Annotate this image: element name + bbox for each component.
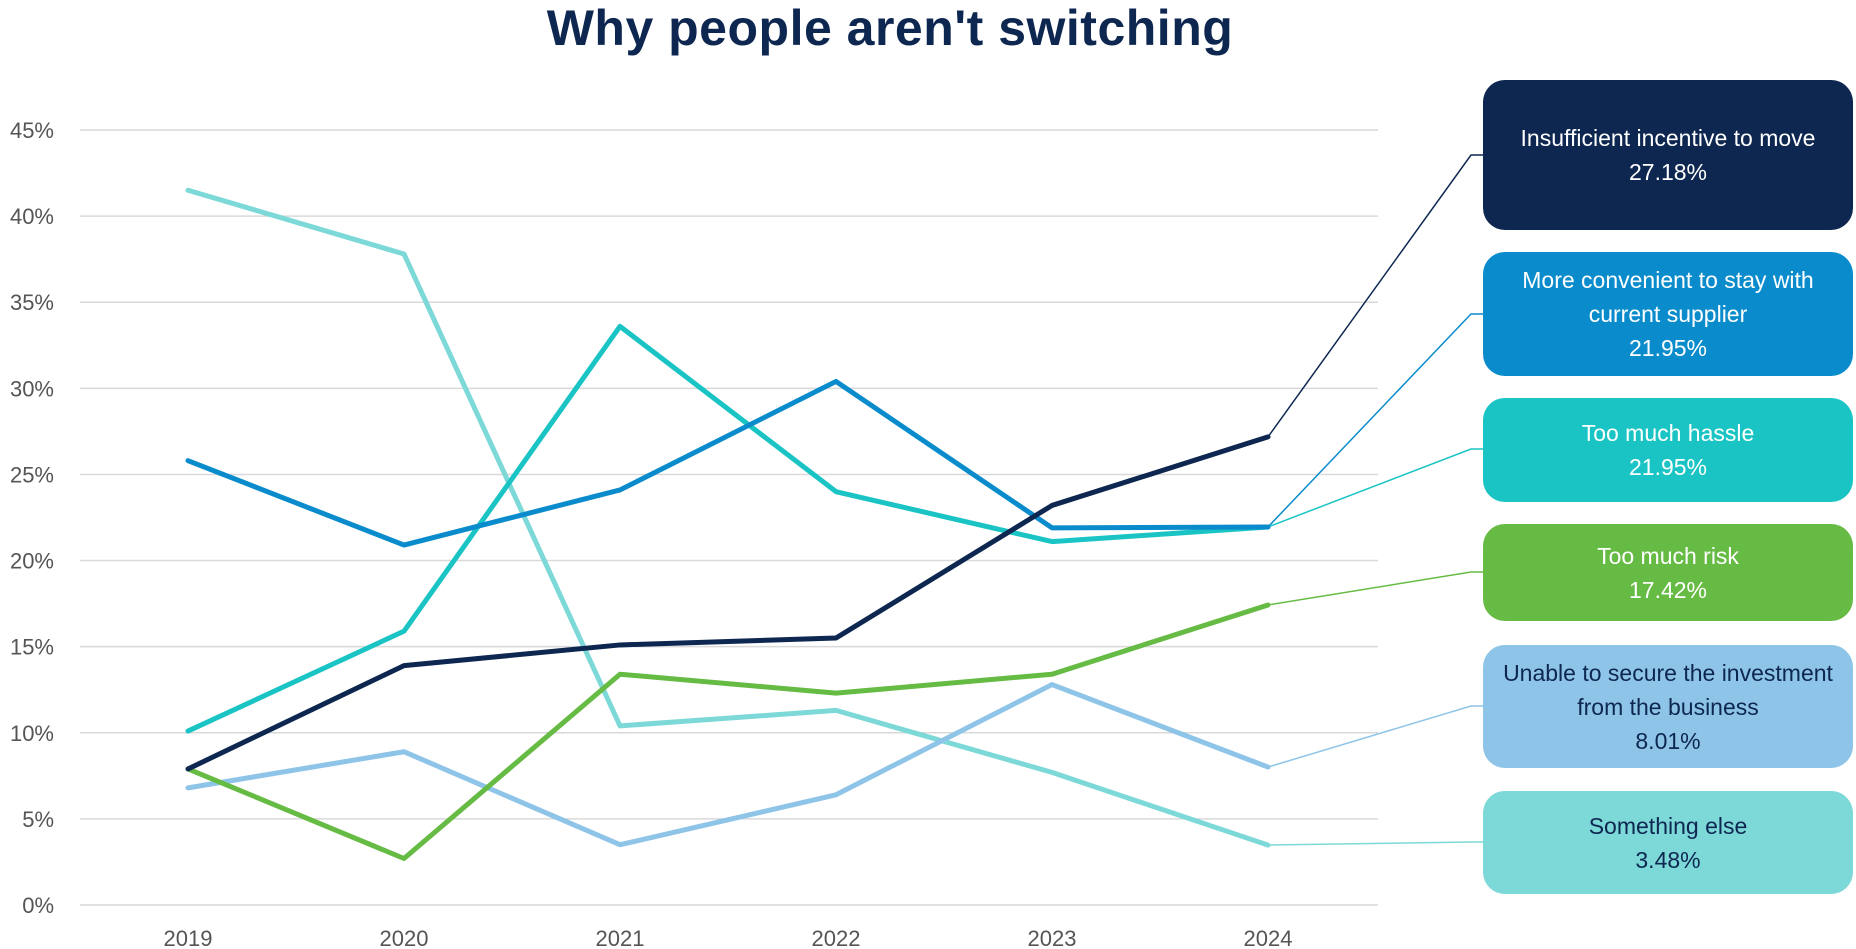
x-tick-label: 2019 [164, 926, 213, 949]
callout-more-convenient: More convenient to stay with current sup… [1483, 252, 1853, 376]
callout-value: 27.18% [1628, 159, 1707, 185]
leader-line [1267, 448, 1483, 528]
y-tick-label: 45% [10, 118, 54, 143]
x-axis-ticks: 2019 2020 2021 2022 2023 2024 [164, 926, 1293, 949]
y-tick-label: 15% [10, 635, 54, 660]
callout-value: 21.95% [1628, 454, 1707, 480]
leader-line [1267, 154, 1483, 438]
callout-label: More convenient to stay with current sup… [1522, 267, 1814, 327]
grid-lines [80, 129, 1378, 906]
callout-label: Unable to secure the investment from the… [1503, 659, 1833, 720]
y-tick-label: 0% [22, 893, 54, 918]
y-tick-label: 30% [10, 376, 54, 401]
x-tick-label: 2021 [596, 926, 645, 949]
callout-too-much-risk: Too much risk 17.42% [1483, 524, 1853, 621]
x-tick-label: 2024 [1244, 926, 1293, 949]
y-tick-label: 20% [10, 549, 54, 574]
callout-label: Too much hassle [1581, 420, 1755, 446]
series-line-5 [185, 187, 1271, 848]
x-tick-label: 2020 [380, 926, 429, 949]
leader-line [1267, 571, 1483, 606]
series-line-3 [185, 602, 1271, 861]
callout-too-much-hassle: Too much hassle 21.95% [1483, 398, 1853, 502]
callout-label: Something else [1588, 812, 1748, 839]
series-line-1 [185, 378, 1271, 548]
y-axis-ticks: 0% 5% 10% 15% 20% 25% 30% 35% 40% 45% [10, 118, 54, 918]
chart-title: Why people aren't switching [546, 0, 1234, 56]
callout-insufficient-incentive: Insufficient incentive to move 27.18% [1483, 80, 1853, 230]
y-tick-label: 40% [10, 204, 54, 229]
callout-value: 17.42% [1628, 576, 1707, 603]
y-tick-label: 5% [22, 807, 54, 832]
callout-value: 8.01% [1635, 727, 1701, 754]
callout-label: Insufficient incentive to move [1520, 125, 1816, 151]
leader-line [1267, 705, 1483, 768]
y-tick-label: 25% [10, 462, 54, 487]
callout-value: 3.48% [1635, 846, 1701, 873]
y-tick-label: 10% [10, 721, 54, 746]
callout-value: 21.95% [1628, 335, 1707, 361]
x-tick-label: 2023 [1028, 926, 1077, 949]
leader-line [1267, 313, 1483, 528]
series-line-4 [185, 682, 1271, 848]
y-tick-label: 35% [10, 290, 54, 315]
callout-label: Too much risk [1597, 542, 1739, 569]
series-line-0 [185, 434, 1271, 772]
callout-leader-lines [1267, 154, 1483, 846]
callout-unable-to-secure: Unable to secure the investment from the… [1483, 645, 1853, 768]
x-tick-label: 2022 [812, 926, 861, 949]
series-lines [185, 187, 1271, 861]
series-line-2 [185, 323, 1271, 734]
callout-something-else: Something else 3.48% [1483, 791, 1853, 894]
leader-line [1267, 841, 1483, 846]
